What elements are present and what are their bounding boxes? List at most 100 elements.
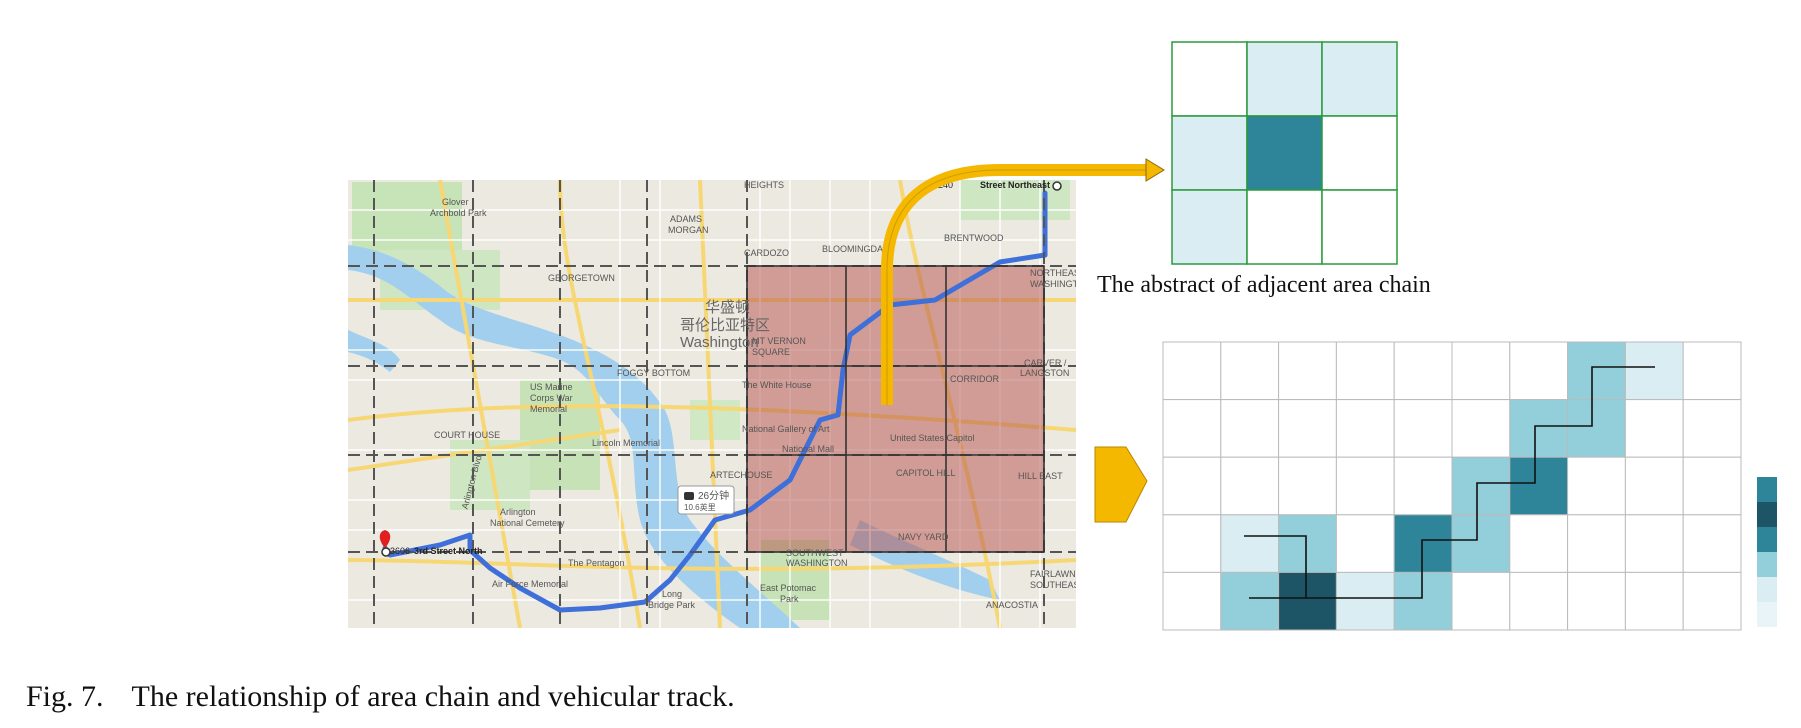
map-labels: Glover Archbold Park ADAMS MORGAN BLOOMI… bbox=[390, 180, 1092, 610]
chain-cell bbox=[1278, 514, 1337, 573]
pentagon-arrow-icon bbox=[1094, 446, 1148, 523]
chain-cell bbox=[1162, 341, 1222, 401]
map-label: FAIRLAWN bbox=[1030, 569, 1076, 579]
chain-cell bbox=[1451, 514, 1511, 573]
vehicle-track-line bbox=[1244, 366, 1655, 599]
map-label: 华盛顿 bbox=[705, 299, 750, 316]
map-label: 3606 bbox=[390, 546, 410, 556]
chain-cell bbox=[1162, 399, 1222, 458]
map-label: NAVY YARD bbox=[898, 532, 949, 542]
map-label: Park bbox=[780, 594, 799, 604]
map-label: The White House bbox=[742, 380, 812, 390]
chain-cell bbox=[1624, 399, 1684, 458]
car-icon bbox=[684, 492, 694, 500]
chain-cell bbox=[1220, 399, 1280, 458]
adjacent-cell bbox=[1321, 41, 1398, 117]
map-label: 3rd Street North bbox=[414, 546, 483, 556]
map-label: Lincoln Memorial bbox=[592, 438, 660, 448]
chain-cell bbox=[1624, 341, 1684, 401]
curved-arrow-outline bbox=[886, 169, 1146, 405]
scale-swatch bbox=[1757, 577, 1777, 602]
map-label: Long bbox=[662, 589, 682, 599]
highlight-grid bbox=[746, 265, 1045, 553]
map-label: Arlington bbox=[500, 507, 536, 517]
map-label: Air Force Memorial bbox=[492, 579, 568, 589]
route-badge: 26分钟 10.6英里 bbox=[677, 485, 735, 515]
map-label: 哥伦比亚特区 bbox=[680, 317, 770, 334]
chain-cell bbox=[1509, 456, 1569, 516]
chain-cell bbox=[1220, 571, 1280, 631]
map-label: 240 bbox=[938, 180, 953, 190]
adjacent-cell bbox=[1321, 115, 1398, 191]
map-label: HILL EAST bbox=[1018, 471, 1063, 481]
chain-cell bbox=[1393, 341, 1453, 401]
scale-swatch bbox=[1757, 527, 1777, 552]
chain-cell bbox=[1624, 514, 1684, 573]
chain-cell bbox=[1393, 399, 1453, 458]
map-label: COURT HOUSE bbox=[434, 430, 500, 440]
adjacent-area-grid bbox=[1171, 41, 1398, 265]
map-label: National Gallery of Art bbox=[742, 424, 830, 434]
route-time: 26分钟 bbox=[698, 489, 729, 502]
map-label: FOGGY BOTTOM bbox=[617, 368, 690, 378]
adjacent-chain-title: The abstract of adjacent area chain bbox=[1097, 272, 1431, 298]
map-label: HEIGHTS bbox=[744, 180, 784, 190]
chain-cell bbox=[1624, 571, 1684, 631]
chain-cell bbox=[1509, 571, 1569, 631]
chain-cell bbox=[1335, 456, 1395, 516]
map-label: SOUTHEAST bbox=[1030, 580, 1086, 590]
chain-cell bbox=[1567, 456, 1626, 516]
adjacent-cell bbox=[1171, 41, 1248, 117]
figure-caption: Fig. 7. The relationship of area chain an… bbox=[26, 680, 735, 714]
map-label: SQUARE bbox=[752, 347, 790, 357]
map-label: Washington bbox=[680, 334, 759, 351]
chain-cell bbox=[1335, 341, 1395, 401]
chain-cell bbox=[1393, 514, 1453, 573]
chain-cell bbox=[1278, 456, 1337, 516]
map-label: National Cemetery bbox=[490, 518, 565, 528]
map-label: GEORGETOWN bbox=[548, 273, 615, 283]
map-label: NORTHEAST bbox=[1030, 268, 1086, 278]
map-label: The Pentagon bbox=[568, 558, 625, 568]
map-label: BRENTWOOD bbox=[944, 233, 1004, 243]
map-label: CARVER / bbox=[1024, 358, 1067, 368]
map-label: ANACOSTIA bbox=[986, 600, 1038, 610]
chain-cell bbox=[1509, 341, 1569, 401]
river bbox=[348, 245, 800, 628]
chain-cell bbox=[1278, 399, 1337, 458]
color-scale-bar bbox=[1757, 477, 1777, 627]
chain-cell bbox=[1220, 341, 1280, 401]
chain-cell bbox=[1624, 456, 1684, 516]
map-label: LANGSTON bbox=[1020, 368, 1069, 378]
map-label: WASHINGTON bbox=[1030, 279, 1092, 289]
map-label: MT VERNON bbox=[752, 336, 806, 346]
map-label: US Marine bbox=[530, 382, 573, 392]
destination-icon bbox=[1052, 181, 1062, 191]
scale-swatch bbox=[1757, 477, 1777, 502]
scale-swatch bbox=[1757, 602, 1777, 627]
park-area bbox=[960, 180, 1070, 220]
map-label: Memorial bbox=[530, 404, 567, 414]
map-label: MORGAN bbox=[668, 225, 709, 235]
chain-cell bbox=[1393, 456, 1453, 516]
chain-cell bbox=[1220, 456, 1280, 516]
curved-arrow bbox=[881, 164, 1146, 405]
adjacent-cell bbox=[1171, 115, 1248, 191]
area-chain-grid bbox=[1162, 341, 1742, 631]
chain-cell bbox=[1162, 571, 1222, 631]
chain-cell bbox=[1451, 341, 1511, 401]
scale-swatch bbox=[1757, 552, 1777, 577]
map-label: SOUTHWEST bbox=[786, 548, 844, 558]
chain-cell bbox=[1335, 514, 1395, 573]
chain-cell bbox=[1393, 571, 1453, 631]
map-label: CAPITOL HILL bbox=[896, 468, 956, 478]
map-label: BLOOMINGDALE bbox=[822, 244, 894, 254]
chain-cell bbox=[1509, 399, 1569, 458]
chain-cell bbox=[1682, 514, 1742, 573]
adjacent-cell bbox=[1246, 189, 1323, 265]
chain-cell bbox=[1567, 514, 1626, 573]
map-label: ADAMS bbox=[670, 214, 702, 224]
map-label: CORRIDOR bbox=[950, 374, 999, 384]
map-label: WASHINGTON bbox=[786, 558, 848, 568]
